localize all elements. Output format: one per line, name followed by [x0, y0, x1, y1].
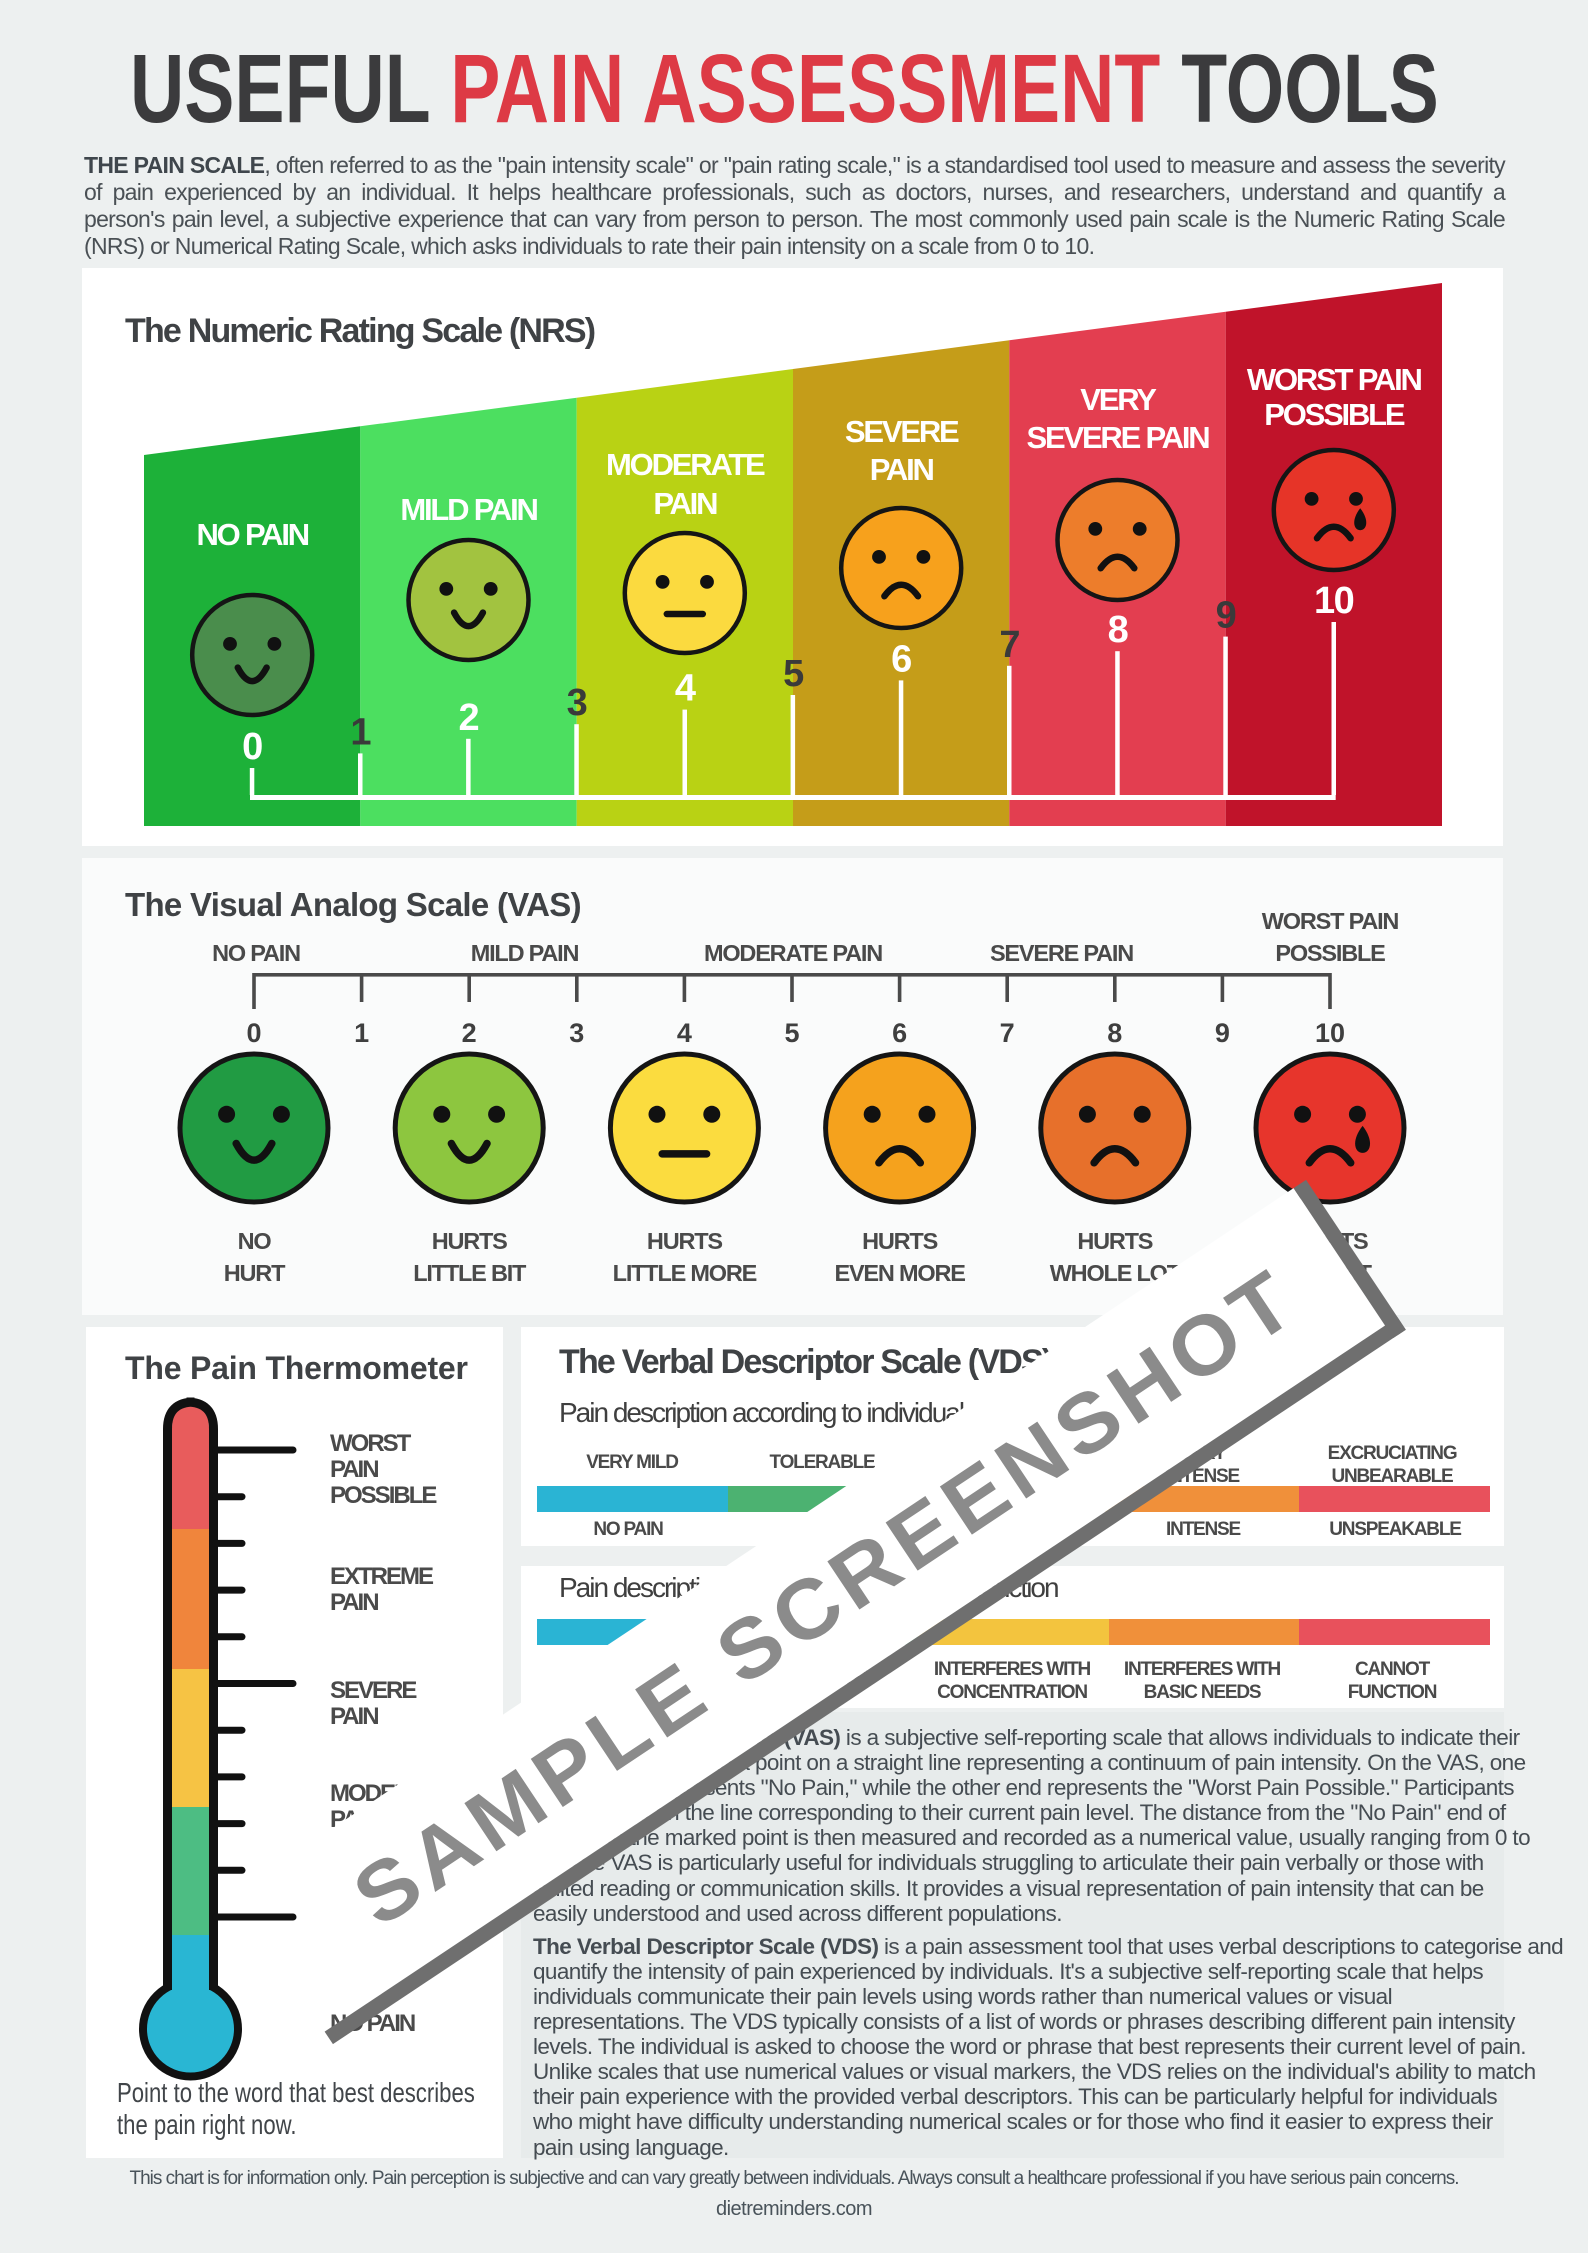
svg-text:EVEN MORE: EVEN MORE	[834, 1260, 965, 1286]
svg-text:HURTS: HURTS	[432, 1228, 507, 1254]
svg-text:WORST PAIN: WORST PAIN	[1262, 908, 1399, 934]
svg-text:9: 9	[1215, 1018, 1230, 1048]
svg-text:HURT: HURT	[224, 1260, 286, 1286]
svg-text:0: 0	[242, 726, 262, 768]
svg-text:1: 1	[350, 711, 371, 753]
svg-text:9: 9	[1216, 595, 1236, 637]
svg-text:PAIN: PAIN	[653, 486, 717, 521]
svg-text:3: 3	[569, 1018, 584, 1048]
svg-text:0: 0	[246, 1018, 261, 1048]
svg-text:7: 7	[1000, 1018, 1015, 1048]
svg-text:LITTLE BIT: LITTLE BIT	[413, 1260, 527, 1286]
svg-text:5: 5	[783, 653, 804, 695]
svg-text:MODERATE PAIN: MODERATE PAIN	[704, 940, 882, 966]
svg-text:1: 1	[354, 1018, 369, 1048]
svg-text:POSSIBLE: POSSIBLE	[1275, 940, 1385, 966]
svg-text:POSSIBLE: POSSIBLE	[1264, 397, 1405, 432]
svg-text:VERY: VERY	[1080, 382, 1157, 417]
svg-text:HURTS: HURTS	[862, 1228, 937, 1254]
svg-text:MODERATE: MODERATE	[606, 447, 765, 482]
svg-text:4: 4	[675, 668, 696, 710]
svg-text:6: 6	[892, 1018, 907, 1048]
svg-text:WORST PAIN: WORST PAIN	[1247, 362, 1422, 397]
svg-text:6: 6	[891, 638, 911, 680]
svg-text:HURTS: HURTS	[647, 1228, 722, 1254]
svg-text:LITTLE MORE: LITTLE MORE	[613, 1260, 757, 1286]
svg-text:NO: NO	[238, 1228, 272, 1254]
svg-text:HURTS: HURTS	[1077, 1228, 1152, 1254]
svg-text:NO PAIN: NO PAIN	[212, 940, 300, 966]
svg-text:SEVERE PAIN: SEVERE PAIN	[990, 940, 1133, 966]
svg-text:8: 8	[1108, 609, 1128, 651]
svg-text:MILD PAIN: MILD PAIN	[471, 940, 579, 966]
svg-text:PAIN: PAIN	[870, 452, 934, 487]
svg-text:4: 4	[677, 1018, 692, 1048]
svg-text:2: 2	[462, 1018, 477, 1048]
svg-text:2: 2	[458, 697, 478, 739]
svg-text:10: 10	[1314, 580, 1354, 622]
svg-text:NO PAIN: NO PAIN	[196, 517, 308, 552]
svg-text:3: 3	[567, 682, 587, 724]
svg-text:MILD PAIN: MILD PAIN	[400, 492, 537, 527]
svg-text:8: 8	[1107, 1018, 1122, 1048]
svg-text:SEVERE: SEVERE	[845, 414, 959, 449]
svg-text:7: 7	[999, 624, 1019, 666]
svg-text:SEVERE PAIN: SEVERE PAIN	[1027, 420, 1210, 455]
svg-text:5: 5	[784, 1018, 799, 1048]
svg-text:10: 10	[1315, 1018, 1345, 1048]
